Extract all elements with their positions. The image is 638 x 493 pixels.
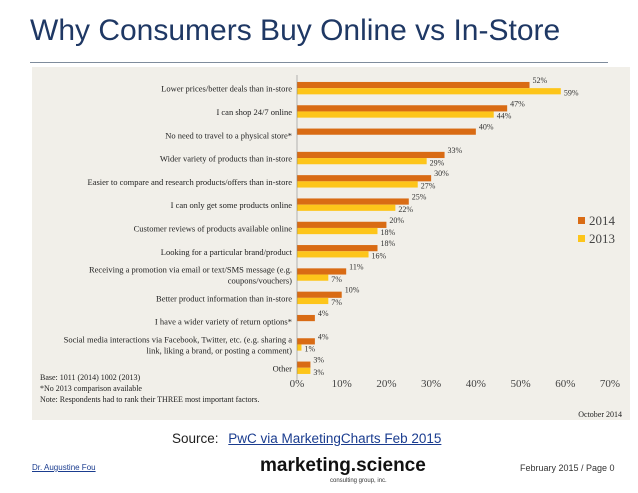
bar-2014 (297, 151, 445, 159)
x-tick-label: 70% (600, 378, 620, 390)
data-label: 11% (349, 262, 364, 271)
data-label: 4% (318, 309, 329, 318)
bar-2013 (297, 88, 561, 95)
footer-page-info: February 2015 / Page 0 (520, 463, 615, 473)
data-label: 3% (313, 356, 324, 365)
data-label: 44% (497, 112, 512, 121)
data-label: 29% (430, 158, 445, 167)
bar-2014 (297, 291, 342, 298)
data-label: 1% (304, 345, 315, 354)
title-divider (30, 62, 608, 63)
category-label: Receiving a promotion via email or text/… (89, 265, 292, 275)
category-label: link, liking a brand, or posting a comme… (146, 345, 292, 355)
category-label: Other (273, 363, 293, 373)
data-label: 7% (331, 275, 342, 284)
data-label: 20% (389, 216, 404, 225)
bar-2014 (297, 198, 409, 205)
bar-2013 (297, 367, 311, 374)
chart-panel: Lower prices/better deals than in-store 5… (32, 67, 630, 420)
data-label: 27% (421, 182, 436, 191)
data-label: 33% (448, 146, 463, 155)
data-label: 3% (313, 368, 324, 377)
data-label: 18% (380, 228, 395, 237)
bar-2013 (297, 111, 494, 118)
x-tick-label: 40% (466, 378, 486, 390)
data-label: 7% (331, 298, 342, 307)
x-tick-label: 10% (332, 378, 352, 390)
bar-2014 (297, 361, 311, 368)
x-tick-label: 30% (421, 378, 441, 390)
data-label: 10% (345, 286, 360, 295)
bar-2013 (297, 274, 329, 281)
category-label: Customer reviews of products available o… (134, 223, 293, 233)
category-label: I can only get some products online (171, 200, 293, 210)
category-label: I have a wider variety of return options… (155, 317, 292, 327)
source-prefix: Source: (172, 431, 219, 446)
bar-2014 (297, 268, 347, 275)
source-link[interactable]: PwC via MarketingCharts Feb 2015 (228, 431, 442, 446)
chart-note: Base: 1011 (2014) 1002 (2013) (40, 373, 140, 382)
legend-label: 2013 (589, 231, 615, 246)
bar-2014 (297, 128, 476, 135)
data-label: 59% (564, 88, 579, 97)
category-label: I can shop 24/7 online (216, 107, 292, 117)
footer-brand-logo: marketing.science (260, 455, 426, 476)
category-label: Easier to compare and research products/… (88, 177, 293, 187)
bar-2014 (297, 81, 530, 89)
data-label: 52% (533, 76, 548, 85)
legend-label: 2014 (589, 213, 616, 228)
chart-note: Note: Respondents had to rank their THRE… (40, 395, 259, 404)
bar-2013 (297, 344, 302, 351)
bar-2013 (297, 181, 418, 188)
data-label: 47% (510, 99, 525, 108)
bar-2013 (297, 251, 369, 258)
category-label: Looking for a particular brand/product (161, 247, 293, 257)
data-label: 40% (479, 123, 494, 132)
data-label: 25% (412, 192, 427, 201)
data-label: 16% (372, 251, 387, 260)
x-tick-label: 0% (290, 378, 305, 390)
bar-2013 (297, 227, 378, 235)
bar-2014 (297, 245, 378, 252)
legend-swatch-2013 (578, 235, 585, 242)
footer-brand-subtitle: consulting group, inc. (330, 478, 387, 484)
bar-2014 (297, 314, 315, 322)
bar-2013 (297, 204, 396, 211)
bar-2014 (297, 105, 508, 112)
chart-note: *No 2013 comparison available (40, 384, 142, 393)
data-label: 30% (434, 169, 449, 178)
category-label: Wider variety of products than in-store (160, 154, 292, 164)
slide-title: Why Consumers Buy Online vs In-Store (30, 14, 561, 47)
category-label: Social media interactions via Facebook, … (64, 334, 293, 344)
data-label: 22% (398, 205, 413, 214)
category-label: Lower prices/better deals than in-store (161, 84, 292, 94)
x-tick-label: 60% (555, 378, 575, 390)
category-label: Better product information than in-store (156, 293, 292, 303)
chart-date-label: October 2014 (578, 410, 622, 419)
bar-2014 (297, 221, 387, 228)
category-label: coupons/vouchers) (228, 276, 292, 286)
data-label: 4% (318, 332, 329, 341)
bar-2013 (297, 297, 329, 305)
category-label: No need to travel to a physical store* (165, 130, 292, 140)
bar-chart: Lower prices/better deals than in-store 5… (40, 75, 622, 419)
x-tick-label: 20% (376, 378, 396, 390)
x-tick-label: 50% (510, 378, 530, 390)
bar-2013 (297, 158, 427, 165)
legend-swatch-2014 (578, 217, 585, 224)
data-label: 18% (380, 239, 395, 248)
source-line: Source: PwC via MarketingCharts Feb 2015 (172, 431, 441, 446)
footer-author-link[interactable]: Dr. Augustine Fou (32, 463, 96, 472)
bar-2014 (297, 338, 315, 345)
bar-2014 (297, 175, 432, 182)
